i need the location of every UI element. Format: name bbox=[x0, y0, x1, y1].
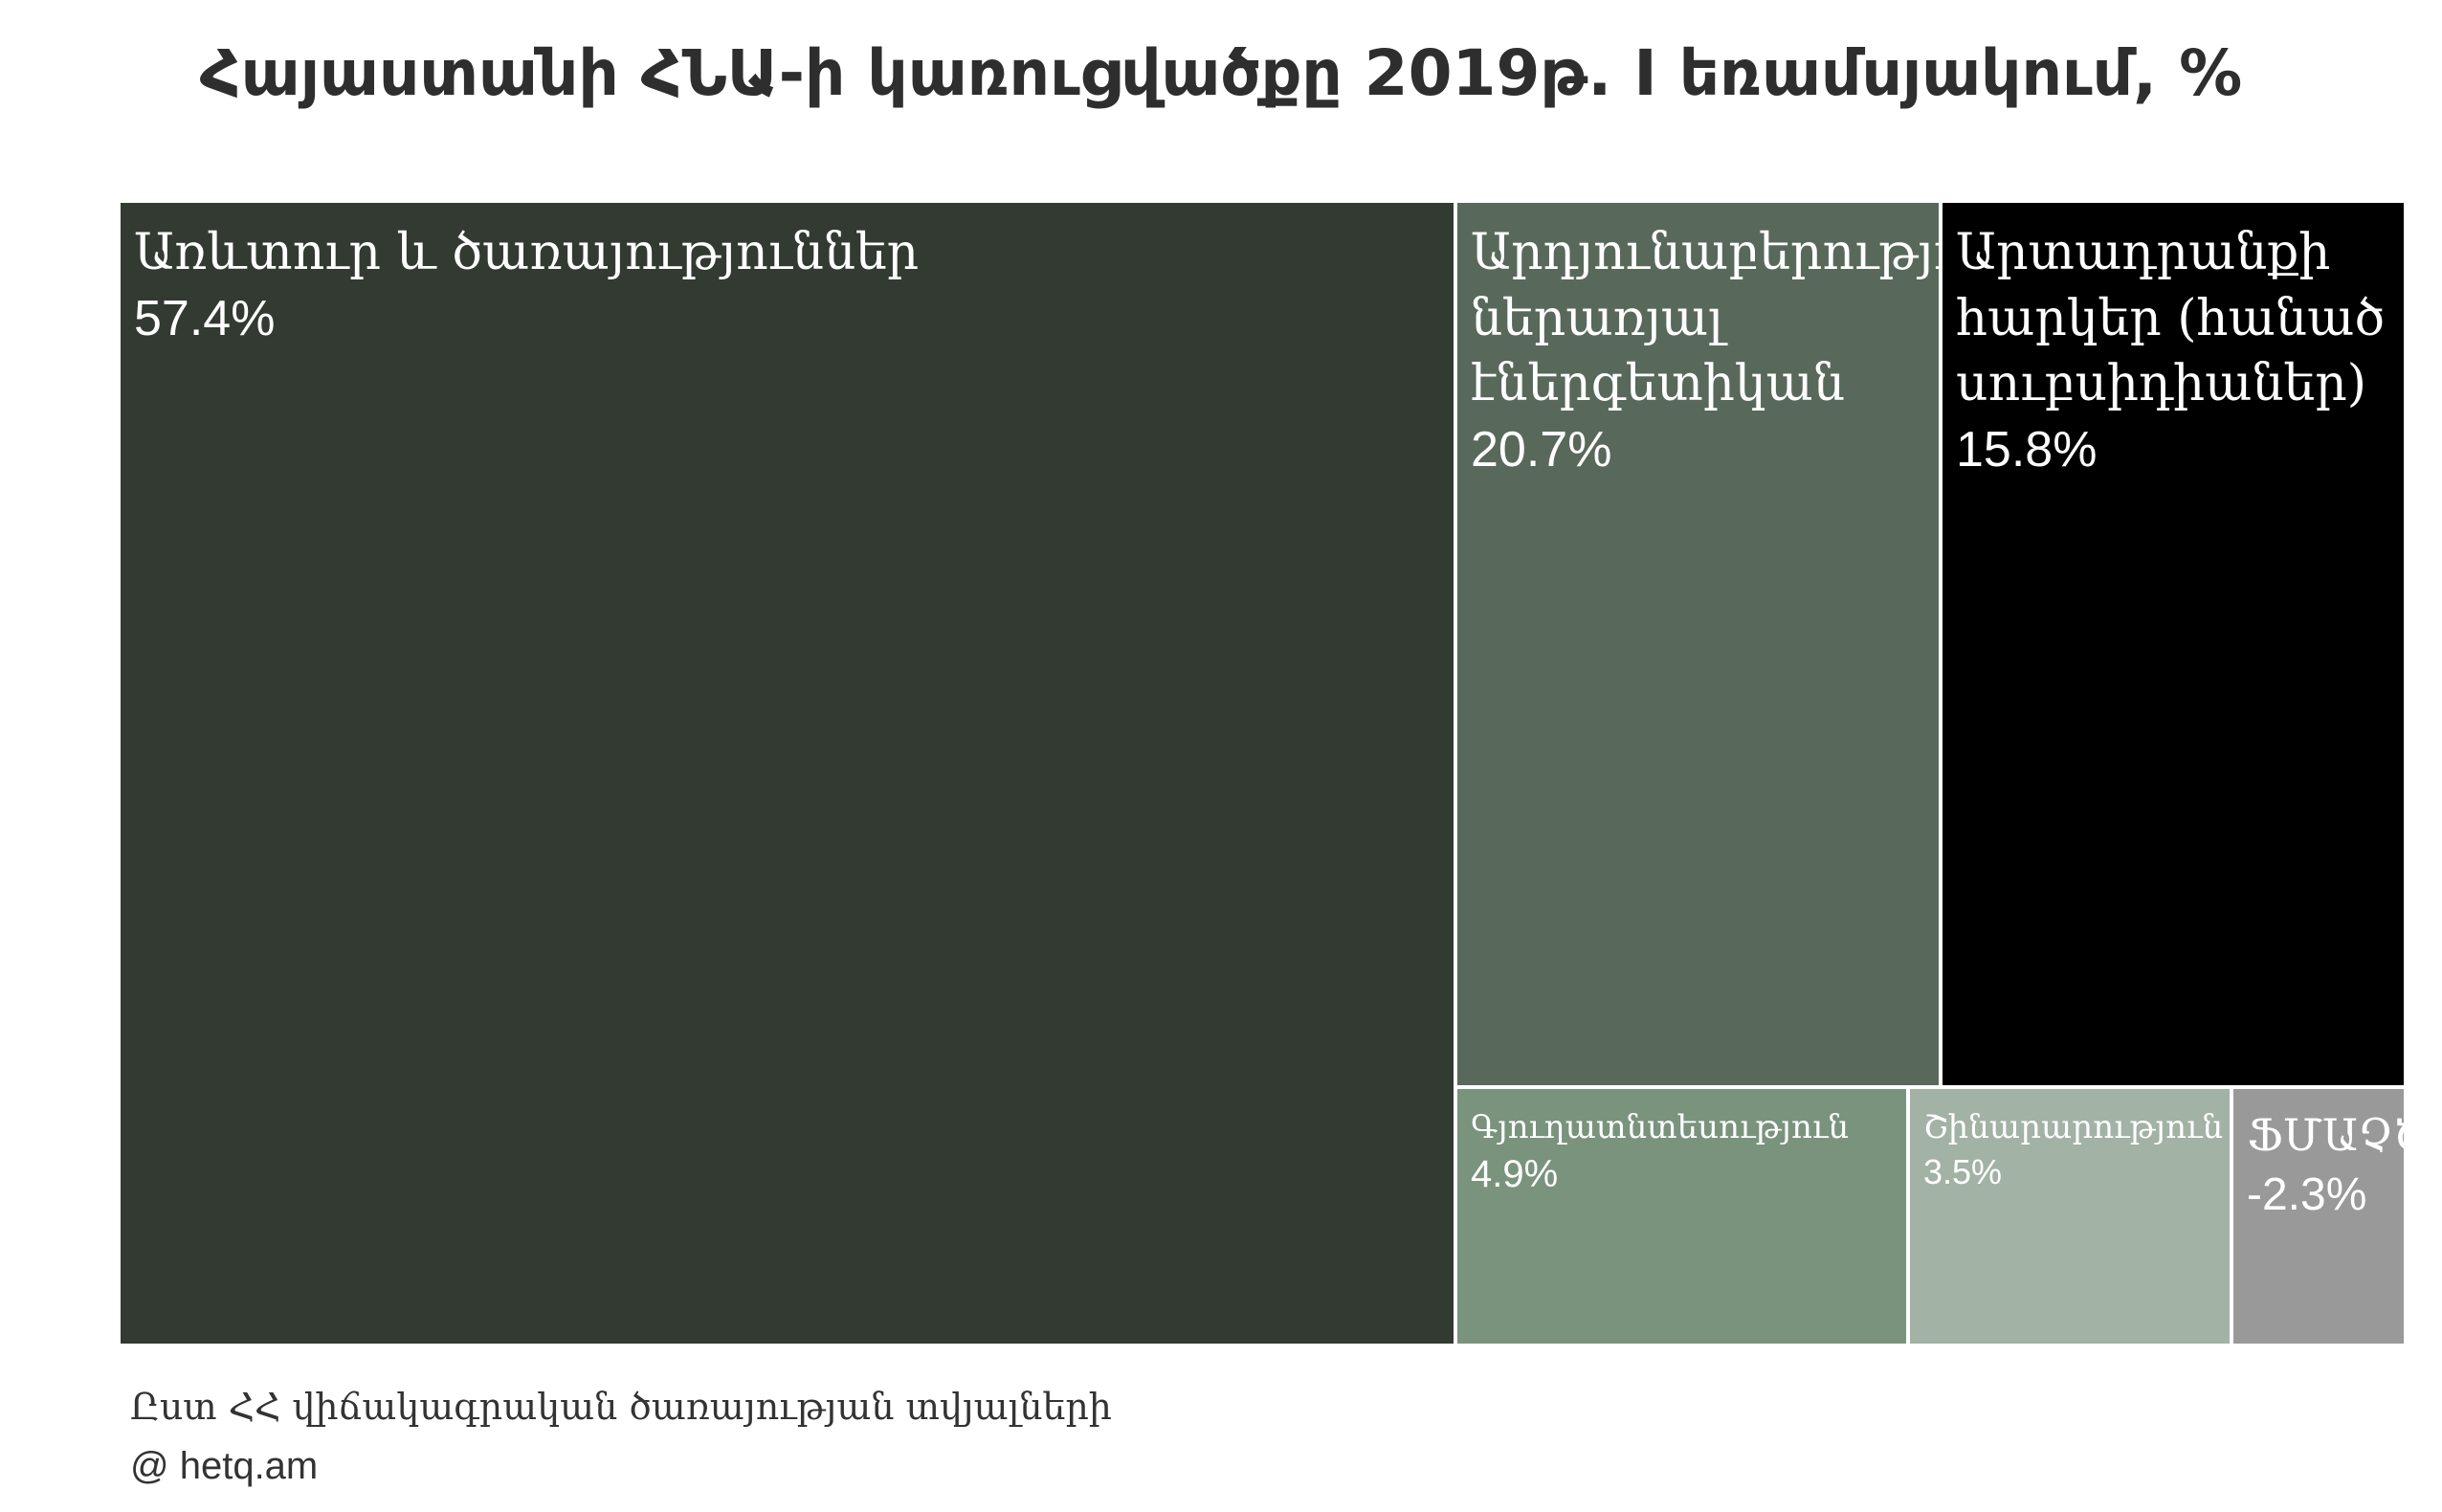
treemap-tile[interactable]: Արդյունաբերություն, ներառյալ էներգետիկան… bbox=[1455, 201, 1941, 1087]
tile-label: Արդյունաբերություն, ներառյալ էներգետիկան… bbox=[1471, 220, 1939, 483]
treemap-tile[interactable]: Գյուղատնտեսություն 4.9% bbox=[1455, 1087, 1908, 1345]
tile-value-label: 15.8% bbox=[1956, 421, 2098, 478]
tile-value-label: 4.9% bbox=[1471, 1152, 1559, 1195]
treemap-tile[interactable]: Շինարարություն 3.5% bbox=[1908, 1087, 2231, 1345]
tile-category-label: Գյուղատնտեսություն bbox=[1471, 1108, 1850, 1146]
tile-label: ՖՄԱՉԾ -2.3% bbox=[2247, 1106, 2404, 1225]
source-note: Ըստ ՀՀ վիճակագրական ծառայության տվյալներ… bbox=[130, 1386, 1112, 1428]
treemap-tile[interactable]: Արտադրանքի հարկեր (հանած սուբսիդիաներ) 15… bbox=[1941, 201, 2406, 1087]
tile-category-label: Առևտուր և ծառայություններ bbox=[134, 224, 920, 281]
treemap-tile[interactable]: ՖՄԱՉԾ -2.3% bbox=[2231, 1087, 2406, 1345]
tile-label: Առևտուր և ծառայություններ 57.4% bbox=[134, 220, 1282, 351]
tile-value-label: 3.5% bbox=[1923, 1151, 2003, 1191]
tile-label: Արտադրանքի հարկեր (հանած սուբսիդիաներ) 15… bbox=[1956, 220, 2396, 483]
tile-category-label: Արտադրանքի հարկեր (հանած սուբսիդիաներ) bbox=[1956, 224, 2386, 413]
tile-value-label: 57.4% bbox=[134, 290, 276, 346]
tile-category-label: Արդյունաբերություն, ներառյալ էներգետիկան bbox=[1471, 224, 1939, 413]
tile-category-label: ՖՄԱՉԾ bbox=[2247, 1109, 2404, 1161]
tile-category-label: Շինարարություն bbox=[1923, 1108, 2224, 1146]
chart-title: Հայաստանի ՀՆԱ-ի կառուցվածքը 2019թ. I եռա… bbox=[199, 36, 2243, 110]
treemap-tile[interactable]: Առևտուր և ծառայություններ 57.4% bbox=[119, 201, 1455, 1345]
tile-label: Գյուղատնտեսություն 4.9% bbox=[1471, 1106, 1898, 1200]
tile-value-label: -2.3% bbox=[2247, 1168, 2367, 1220]
tile-label: Շինարարություն 3.5% bbox=[1923, 1106, 2224, 1194]
tile-value-label: 20.7% bbox=[1471, 421, 1612, 478]
credit-link[interactable]: @ hetq.am bbox=[130, 1445, 319, 1487]
